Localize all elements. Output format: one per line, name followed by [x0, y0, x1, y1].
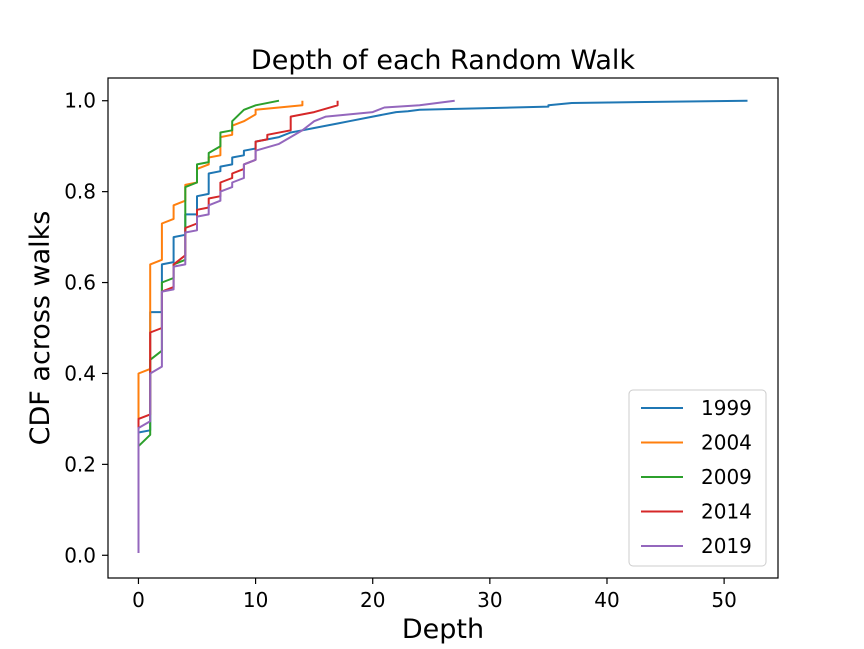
x-tick-label: 50	[711, 588, 736, 612]
x-tick-label: 30	[477, 588, 502, 612]
series-line-0	[137, 99, 748, 553]
x-axis-ticks: 0 10 20 30 40 50	[132, 578, 737, 612]
y-axis-label: CDF across walks	[25, 211, 56, 446]
x-axis-label: Depth	[402, 614, 484, 645]
y-tick-label: 0.6	[64, 271, 96, 295]
y-tick-label: 0.0	[64, 543, 96, 567]
series-line-2	[137, 99, 280, 553]
legend-items: 1999 2004 2009 2014 2019	[641, 396, 752, 558]
x-tick-label: 20	[360, 588, 385, 612]
y-tick-label: 0.8	[64, 180, 96, 204]
legend-label-2009: 2009	[701, 465, 752, 489]
series-line-4	[137, 99, 455, 553]
chart-title: Depth of each Random Walk	[251, 45, 636, 76]
legend-label-1999: 1999	[701, 396, 752, 420]
legend-label-2019: 2019	[701, 534, 752, 558]
y-axis-ticks: 0.0 0.2 0.4 0.6 0.8 1.0	[64, 89, 108, 567]
series-line-1	[137, 100, 304, 553]
x-tick-label: 0	[132, 588, 145, 612]
y-tick-label: 0.2	[64, 452, 96, 476]
legend-box	[628, 389, 767, 567]
legend-label-2004: 2004	[701, 431, 752, 455]
legend: 1999 2004 2009 2014 2019	[628, 389, 767, 567]
y-tick-label: 1.0	[64, 89, 96, 113]
y-tick-label: 0.4	[64, 361, 96, 385]
plot-lines	[137, 99, 748, 553]
axes-frame	[107, 77, 779, 579]
x-tick-label: 10	[243, 588, 268, 612]
x-tick-label: 40	[594, 588, 619, 612]
legend-label-2014: 2014	[701, 500, 752, 524]
